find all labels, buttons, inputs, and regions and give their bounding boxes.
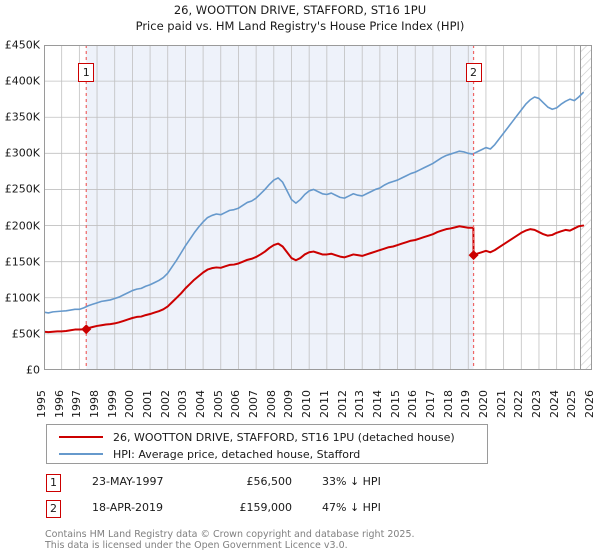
x-axis-tick: 2010 bbox=[300, 390, 314, 418]
y-axis-tick: £300K bbox=[4, 146, 40, 160]
footer-line-2: This data is licensed under the Open Gov… bbox=[45, 540, 348, 551]
x-axis-tick: 2025 bbox=[565, 390, 579, 418]
x-axis-tick: 2014 bbox=[370, 390, 384, 418]
legend-label-hpi: HPI: Average price, detached house, Staf… bbox=[113, 447, 361, 461]
footer-line-1: Contains HM Land Registry data © Crown c… bbox=[45, 529, 415, 540]
x-axis-tick: 2013 bbox=[353, 390, 367, 418]
x-axis-tick: 2001 bbox=[141, 390, 155, 418]
transaction-price-2: £159,000 bbox=[239, 501, 293, 514]
x-axis-tick: 2007 bbox=[247, 390, 261, 418]
y-axis-tick: £450K bbox=[4, 38, 40, 52]
title-subtitle: Price paid vs. HM Land Registry's House … bbox=[135, 19, 465, 33]
transactions-table: 1 23-MAY-1997 £56,500 33% ↓ HPI 2 18-APR… bbox=[44, 472, 504, 524]
y-axis-tick: £400K bbox=[4, 74, 40, 88]
x-axis-tick: 2019 bbox=[459, 390, 473, 418]
x-axis-tick: 1998 bbox=[88, 390, 102, 418]
x-axis-tick: 2015 bbox=[388, 390, 402, 418]
x-axis-tick: 2021 bbox=[494, 390, 508, 418]
y-axis-tick: £250K bbox=[4, 182, 40, 196]
x-axis-tick: 1996 bbox=[52, 390, 66, 418]
chart-svg bbox=[44, 45, 592, 370]
transaction-hpi-delta-2: 47% ↓ HPI bbox=[322, 501, 381, 514]
legend-item-hpi: HPI: Average price, detached house, Staf… bbox=[47, 444, 487, 464]
transaction-hpi-delta-1: 33% ↓ HPI bbox=[322, 475, 381, 488]
y-axis-tick: £150K bbox=[4, 255, 40, 269]
x-axis-tick: 2016 bbox=[406, 390, 420, 418]
transaction-date-2: 18-APR-2019 bbox=[92, 501, 164, 514]
y-axis-tick: £200K bbox=[4, 219, 40, 233]
x-axis-tick: 2004 bbox=[194, 390, 208, 418]
x-axis-tick: 1999 bbox=[105, 390, 119, 418]
x-axis-tick: 2024 bbox=[547, 390, 561, 418]
chart-marker-2[interactable]: 2 bbox=[465, 63, 482, 82]
table-row[interactable]: 2 18-APR-2019 £159,000 47% ↓ HPI bbox=[44, 498, 504, 524]
y-axis-tick: £0 bbox=[26, 363, 40, 377]
x-axis-tick: 2006 bbox=[229, 390, 243, 418]
legend-label-property: 26, WOOTTON DRIVE, STAFFORD, ST16 1PU (d… bbox=[113, 430, 455, 444]
x-axis-tick: 2000 bbox=[123, 390, 137, 418]
x-axis-tick: 2020 bbox=[476, 390, 490, 418]
x-axis-tick: 2023 bbox=[529, 390, 543, 418]
x-axis-tick: 2005 bbox=[211, 390, 225, 418]
title-address: 26, WOOTTON DRIVE, STAFFORD, ST16 1PU bbox=[173, 3, 427, 17]
x-axis-tick: 2011 bbox=[317, 390, 331, 418]
transaction-badge-1[interactable]: 1 bbox=[46, 474, 61, 492]
y-axis-tick: £350K bbox=[4, 110, 40, 124]
footer-attribution: Contains HM Land Registry data © Crown c… bbox=[45, 529, 585, 551]
table-row[interactable]: 1 23-MAY-1997 £56,500 33% ↓ HPI bbox=[44, 472, 504, 498]
x-axis-tick: 2009 bbox=[282, 390, 296, 418]
x-axis-tick: 2017 bbox=[423, 390, 437, 418]
x-axis-tick: 2018 bbox=[441, 390, 455, 418]
price-history-chart bbox=[44, 45, 592, 370]
x-axis-tick: 2002 bbox=[158, 390, 172, 418]
page-title: 26, WOOTTON DRIVE, STAFFORD, ST16 1PU Pr… bbox=[0, 2, 600, 34]
legend-swatch-property bbox=[59, 436, 103, 438]
x-axis-tick: 1995 bbox=[35, 390, 48, 418]
x-axis-tick: 1997 bbox=[70, 390, 84, 418]
x-axis-tick: 2026 bbox=[583, 390, 596, 418]
legend-swatch-hpi bbox=[59, 453, 103, 455]
chart-marker-1[interactable]: 1 bbox=[78, 63, 95, 82]
x-axis-tick: 2022 bbox=[512, 390, 526, 418]
y-axis-labels: £0 £50K £100K £150K £200K £250K £300K £350K £400… bbox=[0, 39, 42, 377]
chart-legend: 26, WOOTTON DRIVE, STAFFORD, ST16 1PU (d… bbox=[46, 424, 488, 464]
x-axis-tick: 2003 bbox=[176, 390, 190, 418]
transaction-badge-2[interactable]: 2 bbox=[46, 500, 61, 518]
x-axis-tick: 2012 bbox=[335, 390, 349, 418]
x-axis-labels: 1995 1996 1997 1998 1999 2000 2001 2002 2003 2004… bbox=[35, 372, 596, 418]
legend-item-property: 26, WOOTTON DRIVE, STAFFORD, ST16 1PU (d… bbox=[47, 427, 487, 447]
x-axis-tick: 2008 bbox=[264, 390, 278, 418]
transaction-price-1: £56,500 bbox=[246, 475, 293, 488]
y-axis-tick: £100K bbox=[4, 291, 40, 305]
y-axis-tick: £50K bbox=[11, 327, 40, 341]
transaction-date-1: 23-MAY-1997 bbox=[92, 475, 164, 488]
